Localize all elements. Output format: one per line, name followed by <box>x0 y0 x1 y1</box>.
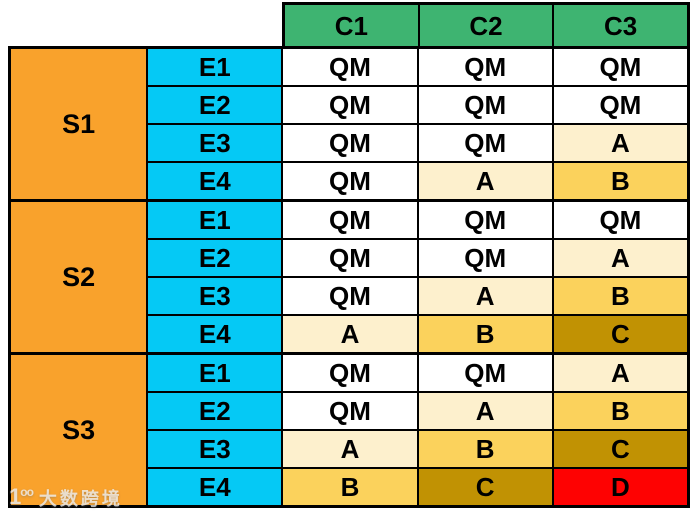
grade-cell: A <box>283 316 417 352</box>
grade-cell: QM <box>283 49 417 85</box>
row-group-s2: S2 E1 QM QM QM E2 QM QM A E3 QM A B E4 A… <box>11 202 687 352</box>
column-header-row: C1 C2 C3 <box>282 2 690 47</box>
column-header-c1: C1 <box>285 5 418 47</box>
sub-row-label: E2 <box>148 240 282 276</box>
sub-row-label: E3 <box>148 278 282 314</box>
matrix-table: S1 E1 QM QM QM E2 QM QM QM E3 QM QM A E4… <box>8 46 690 508</box>
sub-row-label: E1 <box>148 49 282 85</box>
group-label-s1: S1 <box>11 49 147 199</box>
sub-row-label: E2 <box>148 87 282 123</box>
grade-cell: A <box>553 240 687 276</box>
sub-row-label: E1 <box>148 202 282 238</box>
grade-cell: QM <box>418 240 552 276</box>
grade-cell: A <box>553 125 687 161</box>
grade-cell: B <box>553 393 687 429</box>
sub-row-label: E3 <box>148 125 282 161</box>
grade-cell: QM <box>283 240 417 276</box>
grade-cell: QM <box>283 202 417 238</box>
grade-cell: QM <box>283 278 417 314</box>
grade-cell: QM <box>553 87 687 123</box>
grade-cell: QM <box>283 393 417 429</box>
grade-cell: QM <box>418 49 552 85</box>
grade-cell: C <box>553 316 687 352</box>
grade-cell: A <box>418 278 552 314</box>
grade-cell: A <box>553 355 687 391</box>
group-label-s3: S3 <box>11 355 147 505</box>
column-header-c2: C2 <box>419 5 553 47</box>
column-header-c3: C3 <box>554 5 687 47</box>
grade-cell: QM <box>418 355 552 391</box>
grade-cell: A <box>418 163 552 199</box>
grade-cell: B <box>418 316 552 352</box>
grade-cell: A <box>418 393 552 429</box>
grade-cell: C <box>418 469 552 505</box>
grade-cell: QM <box>283 125 417 161</box>
row-group-s3: S3 E1 QM QM A E2 QM A B E3 A B C E4 B C … <box>11 355 687 505</box>
grade-cell: B <box>553 278 687 314</box>
grade-cell: QM <box>553 202 687 238</box>
sub-row-label: E4 <box>148 316 282 352</box>
grade-cell: QM <box>283 355 417 391</box>
grade-cell: QM <box>418 202 552 238</box>
grade-cell: B <box>418 431 552 467</box>
group-label-s2: S2 <box>11 202 147 352</box>
sub-row-label: E2 <box>148 393 282 429</box>
grade-cell: C <box>553 431 687 467</box>
grade-cell: QM <box>283 163 417 199</box>
grade-cell: QM <box>283 87 417 123</box>
grade-cell: A <box>283 431 417 467</box>
grade-cell: D <box>553 469 687 505</box>
grade-cell: B <box>553 163 687 199</box>
row-group-s1: S1 E1 QM QM QM E2 QM QM QM E3 QM QM A E4… <box>11 49 687 199</box>
grade-cell: QM <box>418 125 552 161</box>
grade-cell: QM <box>553 49 687 85</box>
grade-cell: B <box>283 469 417 505</box>
sub-row-label: E4 <box>148 163 282 199</box>
sub-row-label: E4 <box>148 469 282 505</box>
grade-cell: QM <box>418 87 552 123</box>
sub-row-label: E3 <box>148 431 282 467</box>
sub-row-label: E1 <box>148 355 282 391</box>
